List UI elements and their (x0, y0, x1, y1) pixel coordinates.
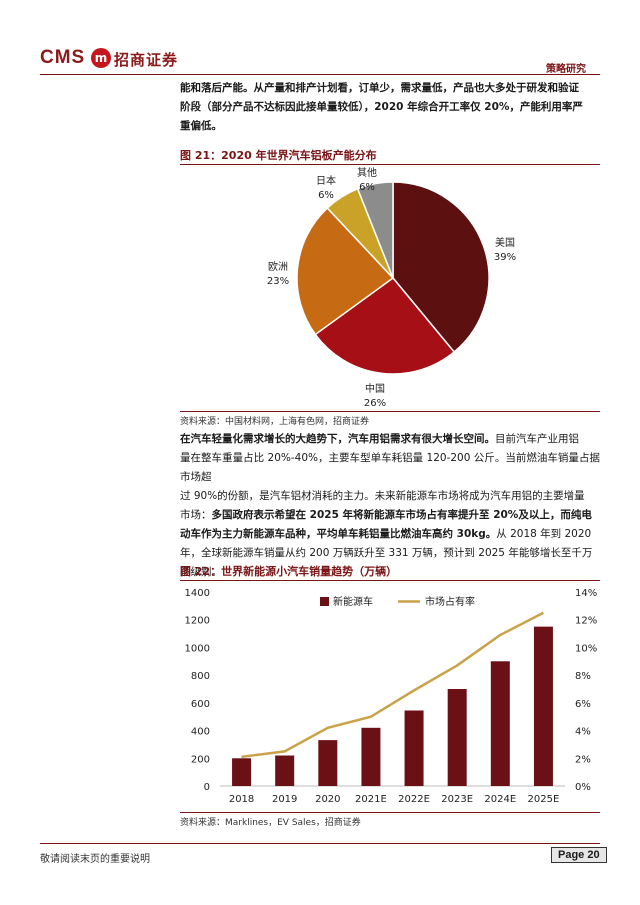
pie-slice-1 (314, 276, 456, 375)
y-left-tick: 1400 (185, 588, 210, 599)
y-left-tick: 1000 (185, 643, 210, 654)
pie-value-4: 6% (359, 182, 375, 193)
pie-label-4: 其他 (357, 166, 377, 179)
body-run: 市场： (180, 509, 212, 521)
figure21-title: 图 21：2020 年世界汽车铝板产能分布 (180, 149, 377, 162)
intro-line: 重偏低。 (180, 120, 222, 132)
body-run: 辆级别。 (180, 566, 222, 578)
footer-rule (40, 843, 600, 844)
body-line: 市场：多国政府表示希望在 2025 年将新能源车市场占有率提升至 20%及以上，… (180, 506, 600, 525)
bar-2019 (275, 755, 295, 786)
x-tick: 2022E (398, 794, 430, 805)
figure22-rule (180, 580, 600, 581)
y-left-tick: 1200 (185, 616, 210, 627)
y-left-tick: 400 (191, 727, 210, 738)
bar-2018 (232, 758, 252, 786)
pie-chart: 美国 39% 中国 26% 欧洲 23% 日本 6% 其他 6% (267, 166, 516, 409)
logo-latin: CMS (40, 47, 86, 68)
body-line: 辆级别。 (180, 563, 600, 582)
body-bold-run: 动车作为主力新能源车品种，平均单车耗铝量比燃油车高约 30kg。 (180, 528, 497, 540)
pie-value-1: 26% (364, 398, 386, 409)
y-right-tick: 10% (575, 643, 597, 654)
figure21-rule (180, 164, 600, 165)
figure22-source: 资料来源：Marklines，EV Sales，招商证券 (180, 818, 361, 828)
figure21-source: 资料来源：中国材料网，上海有色网，招商证券 (180, 417, 370, 427)
body-line: 量在整车重量占比 20%-40%，主要车型单车耗铝量 120-200 公斤。当前… (180, 449, 600, 487)
body-run: 量在整车重量占比 20%-40%，主要车型单车耗铝量 120-200 公斤。当前… (180, 452, 600, 483)
y-left-tick: 200 (191, 754, 210, 765)
intro-line: 能和落后产能。从产量和排产计划看，订单少，需求量低，产品也大多处于研发和验证 (180, 82, 579, 94)
bar-line-chart: 0 200 400 600 800 1000 1200 1400 0% 2% 4% 6% 8% 10% 12… (185, 588, 598, 805)
body-line: 在汽车轻量化需求增长的大趋势下，汽车用铝需求有很大增长空间。目前汽车产业用铝 (180, 430, 600, 449)
page-number: Page 20 (551, 847, 607, 863)
figure21-bottom-rule (180, 411, 600, 412)
x-tick: 2018 (229, 794, 254, 805)
body-run: 过 90%的份额，是汽车铝材消耗的主力。未来新能源车市场将成为汽车用铝的主要增量 (180, 490, 585, 502)
y-right-tick: 4% (575, 727, 591, 738)
y-right-tick: 14% (575, 588, 597, 599)
y-left-tick: 800 (191, 671, 210, 682)
x-tick: 2021E (355, 794, 387, 805)
share-line (241, 611, 545, 759)
legend-swatch-bar (320, 597, 329, 606)
intro-paragraph: 能和落后产能。从产量和排产计划看，订单少，需求量低，产品也大多处于研发和验证 阶… (180, 79, 600, 136)
pie-slice-0 (392, 181, 490, 354)
bar-2020 (318, 740, 338, 786)
legend-label-line: 市场占有率 (425, 595, 475, 608)
footer-note: 敬请阅读末页的重要说明 (40, 854, 150, 865)
x-tick: 2023E (441, 794, 473, 805)
body-bold-run: 在汽车轻量化需求增长的大趋势下，汽车用铝需求有很大增长空间。 (180, 433, 495, 445)
figure22-title: 图 22：世界新能源小汽车销量趋势（万辆） (180, 565, 398, 578)
y-right-tick: 12% (575, 616, 597, 627)
body-line: 动车作为主力新能源车品种，平均单车耗铝量比燃油车高约 30kg。从 2018 年… (180, 525, 600, 544)
x-tick: 2025E (528, 794, 560, 805)
body-run: 目前汽车产业用铝 (495, 433, 579, 445)
bar-2021E (361, 727, 381, 786)
pie-label-1: 中国 (365, 382, 385, 395)
bar-2022E (404, 710, 424, 786)
bar-2025E (533, 626, 553, 786)
pie-value-3: 6% (318, 190, 334, 201)
y-right-tick: 8% (575, 671, 591, 682)
x-tick: 2024E (484, 794, 516, 805)
figure22-bottom-rule (180, 812, 600, 813)
y-right-tick: 0% (575, 782, 591, 793)
y-left-tick: 0 (204, 782, 210, 793)
pie-label-2: 欧洲 (268, 261, 288, 273)
y-right-tick: 2% (575, 754, 591, 765)
bar-2024E (490, 661, 510, 786)
logo-cn: 招商证券 (114, 51, 179, 69)
pie-slice-2 (296, 206, 395, 336)
y-right-tick: 6% (575, 699, 591, 710)
body-paragraph: 在汽车轻量化需求增长的大趋势下，汽车用铝需求有很大增长空间。目前汽车产业用铝量在… (180, 430, 600, 582)
intro-line: 阶段（部分产品不达标因此接单量较低），2020 年综合开工率仅 20%，产能利用… (180, 101, 583, 113)
body-run: 年，全球新能源车销量从约 200 万辆跃升至 331 万辆，预计到 2025 年… (180, 547, 593, 559)
body-run: 从 2018 年到 2020 (496, 528, 592, 540)
body-line: 年，全球新能源车销量从约 200 万辆跃升至 331 万辆，预计到 2025 年… (180, 544, 600, 563)
bar-2023E (447, 689, 467, 786)
y-left-tick: 600 (191, 699, 210, 710)
body-bold-run: 多国政府表示希望在 2025 年将新能源车市场占有率提升至 20%及以上，而纯电 (211, 509, 592, 521)
section-tag: 策略研究 (546, 64, 586, 75)
pie-label-3: 日本 (316, 174, 336, 187)
pie-slice-4 (356, 181, 394, 279)
logo-mark-icon: m (91, 48, 111, 68)
pie-label-0: 美国 (495, 236, 515, 249)
x-tick: 2019 (272, 794, 297, 805)
legend-label-bar: 新能源车 (333, 595, 373, 608)
x-tick: 2020 (315, 794, 340, 805)
body-line: 过 90%的份额，是汽车铝材消耗的主力。未来新能源车市场将成为汽车用铝的主要增量 (180, 487, 600, 506)
header-rule (40, 74, 600, 75)
pie-value-2: 23% (267, 276, 289, 287)
pie-value-0: 39% (494, 252, 516, 263)
